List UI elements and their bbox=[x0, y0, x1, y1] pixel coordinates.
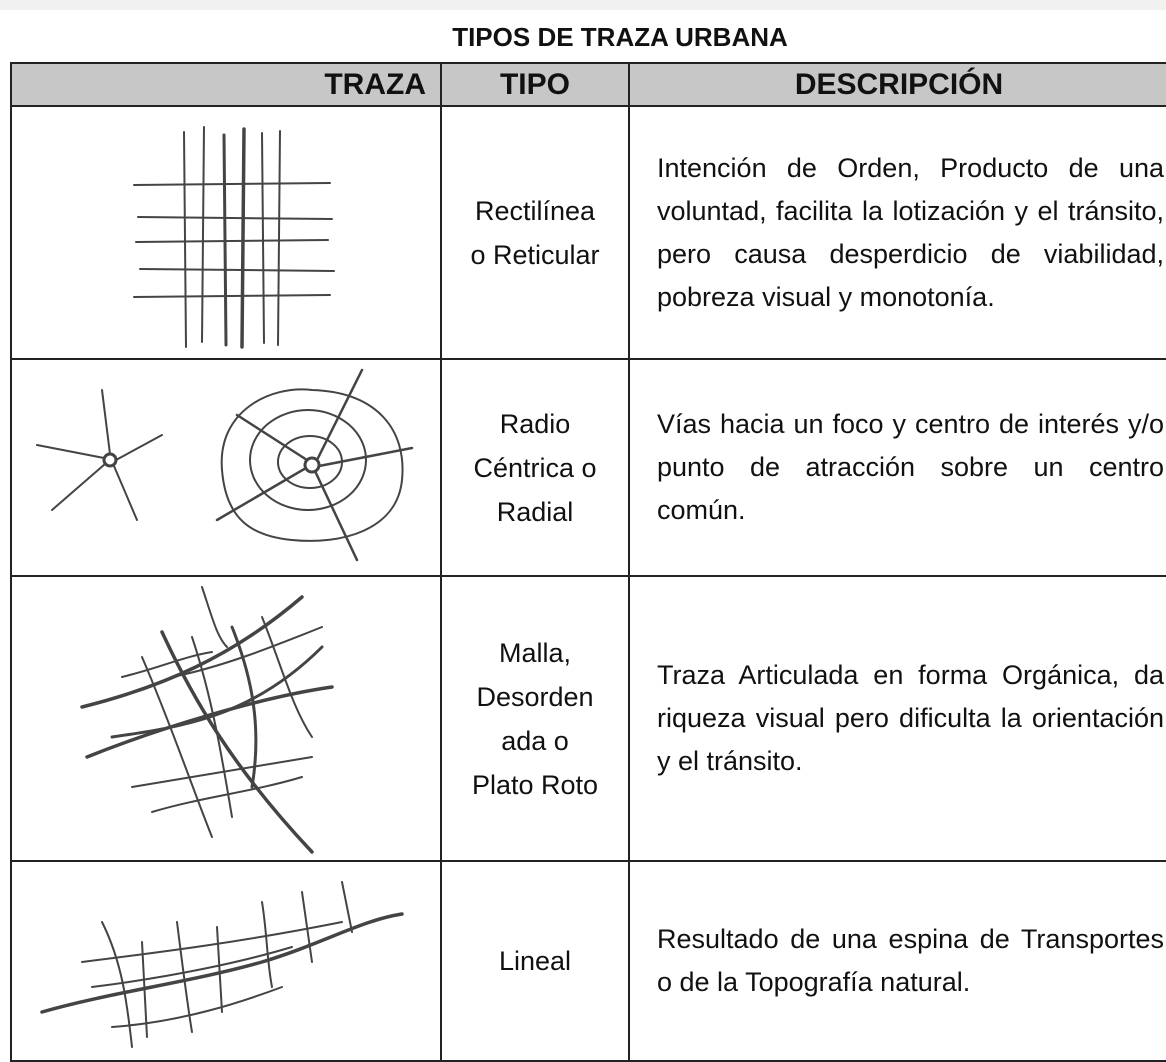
tipo-line: Malla, bbox=[498, 637, 571, 668]
tipo-cell: Lineal bbox=[440, 862, 628, 1062]
tipo-text: Lineal bbox=[499, 939, 571, 983]
traza-cell bbox=[10, 360, 440, 577]
tipo-line: Céntrica o bbox=[473, 452, 597, 483]
tipo-line: Rectilínea bbox=[474, 195, 596, 226]
traza-cell bbox=[10, 862, 440, 1062]
title: TIPOS DE TRAZA URBANA bbox=[452, 22, 788, 52]
tipo-text: Malla, Desorden ada o Plato Roto bbox=[472, 631, 598, 807]
tipo-line: Plato Roto bbox=[471, 769, 599, 800]
description: Traza Articulada en forma Orgánica, da r… bbox=[657, 660, 1164, 776]
radial-sketch bbox=[36, 368, 414, 562]
grid-sketch bbox=[133, 126, 335, 349]
desc-cell: Intención de Orden, Producto de una volu… bbox=[628, 107, 1166, 360]
organic-sketch bbox=[80, 586, 334, 854]
tipo-line: ada o bbox=[501, 725, 569, 756]
description: Resultado de una espina de Transportes o… bbox=[657, 924, 1164, 997]
top-strip bbox=[0, 0, 1166, 10]
tipo-text: Rectilínea o Reticular bbox=[470, 189, 599, 277]
description: Vías hacia un foco y centro de interés y… bbox=[657, 409, 1164, 525]
tipo-text: Radio Céntrica o Radial bbox=[473, 402, 596, 534]
header-cell: DESCRIPCIÓN bbox=[628, 62, 1166, 107]
desc-cell: Vías hacia un foco y centro de interés y… bbox=[628, 360, 1166, 577]
tipo-line: Radial bbox=[496, 496, 574, 527]
tipo-line: Radio bbox=[499, 408, 571, 439]
traza-cell bbox=[10, 107, 440, 360]
traza-cell bbox=[10, 577, 440, 862]
desc-cell: Traza Articulada en forma Orgánica, da r… bbox=[628, 577, 1166, 862]
tipo-cell: Radio Céntrica o Radial bbox=[440, 360, 628, 577]
linear-sketch bbox=[40, 881, 404, 1048]
tipo-cell: Malla, Desorden ada o Plato Roto bbox=[440, 577, 628, 862]
tipo-line: Lineal bbox=[498, 946, 572, 976]
header-cell: TRAZA bbox=[10, 62, 440, 107]
tipo-cell: Rectilínea o Reticular bbox=[440, 107, 628, 360]
tipo-line: Desorden bbox=[476, 681, 594, 712]
desc-cell: Resultado de una espina de Transportes o… bbox=[628, 862, 1166, 1062]
header-cell: TIPO bbox=[440, 62, 628, 107]
tipo-line: o Reticular bbox=[470, 239, 600, 270]
description: Intención de Orden, Producto de una volu… bbox=[657, 152, 1164, 312]
